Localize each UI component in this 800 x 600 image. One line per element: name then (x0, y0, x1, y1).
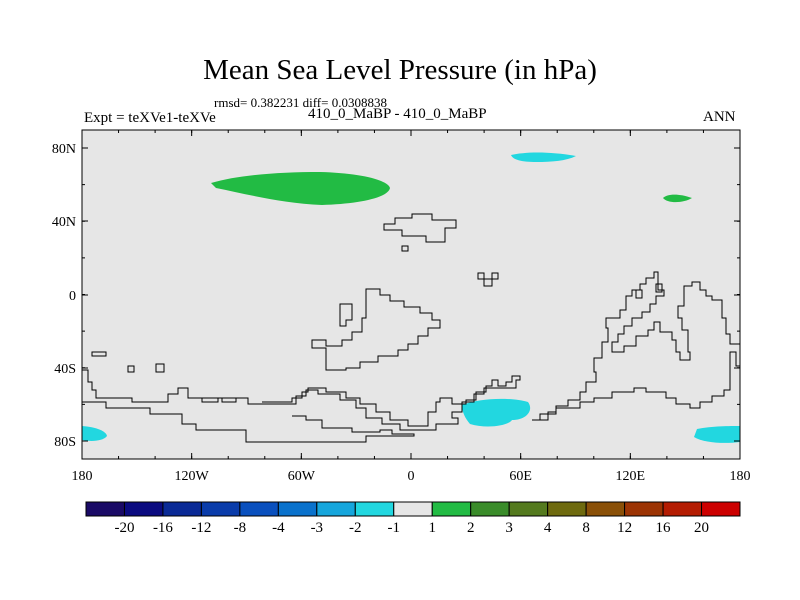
colorbar-level-label: 1 (428, 520, 436, 536)
anomaly-regions (82, 152, 740, 443)
colorbar-swatch (585, 501, 626, 517)
colorbar-swatch (354, 501, 395, 517)
colorbar-level-label: -8 (234, 520, 247, 536)
colorbar-level-label: -2 (349, 520, 362, 536)
colorbar-swatch (393, 501, 433, 517)
colorbar-level-label: -12 (191, 520, 211, 536)
x-tick-label: 0 (408, 469, 415, 484)
map-title: Mean Sea Level Pressure (in hPa) (203, 54, 597, 86)
colorbar-level-label: 2 (467, 520, 475, 536)
colorbar-level-label: 12 (617, 520, 632, 536)
y-tick-label: 40S (54, 362, 76, 377)
north-atlantic-positive (211, 172, 390, 205)
y-tick-label: 80S (54, 435, 76, 450)
season-label: ANN (703, 109, 736, 125)
experiment-label: Expt = teXVe1-teXVe (84, 110, 216, 126)
rmsd-diff-stats: rmsd= 0.382231 diff= 0.0308838 (214, 95, 387, 110)
colorbar-level-label: -4 (272, 520, 285, 536)
southern-ocean-negative-east (694, 426, 740, 443)
colorbar-level-label: 8 (582, 520, 590, 536)
colorbar-level-label: -20 (114, 520, 134, 536)
southern-ocean-negative-west (82, 426, 107, 441)
x-tick-label: 120E (616, 469, 646, 484)
colorbar-swatch (200, 501, 241, 517)
x-tick-label: 180 (730, 469, 751, 484)
colorbar-swatch (662, 501, 703, 517)
coastlines (82, 213, 741, 443)
colorbar-level-label: 16 (656, 520, 672, 536)
colorbar-swatch (470, 501, 510, 517)
map-axes: 80N 40N 0 40S 80S 180 120W 60W 0 60E 120E 180 (52, 130, 751, 484)
y-tick-label: 40N (52, 215, 76, 230)
colorbar-swatch (431, 501, 472, 517)
colorbar-swatch (316, 501, 356, 517)
colorbar-swatch (277, 501, 318, 517)
x-tick-label: 180 (72, 469, 93, 484)
map-background (82, 130, 740, 459)
colorbar-swatch (701, 501, 741, 517)
colorbar-level-label: 4 (544, 520, 552, 536)
colorbar-level-label: -3 (311, 520, 324, 536)
colorbar-swatch (624, 501, 664, 517)
comparison-label: 410_0_MaBP - 410_0_MaBP (308, 106, 487, 122)
x-tick-label: 60W (288, 469, 316, 484)
colorbar-swatch (162, 501, 202, 517)
x-tick-label: 120W (175, 469, 210, 484)
southern-ocean-negative-south-africa (462, 398, 531, 427)
x-tick-label: 60E (509, 469, 532, 484)
colorbar-level-label: 20 (694, 520, 709, 536)
north-pacific-positive (663, 194, 692, 203)
colorbar-swatch (508, 501, 549, 517)
arctic-negative (511, 152, 576, 162)
colorbar-level-label: -1 (388, 520, 401, 536)
colorbar-swatch (123, 501, 164, 517)
colorbar-level-label: 3 (505, 520, 513, 536)
colorbar-swatch (547, 501, 587, 517)
colorbar-level-label: -16 (153, 520, 173, 536)
colorbar-swatch (239, 501, 279, 517)
colorbar: -20 -16 -12 -8 -4 -3 -2 -1 1 2 3 4 8 12 16 20 (85, 501, 741, 536)
y-tick-label: 80N (52, 142, 76, 157)
y-tick-label: 0 (69, 289, 76, 304)
colorbar-swatch (85, 501, 125, 517)
